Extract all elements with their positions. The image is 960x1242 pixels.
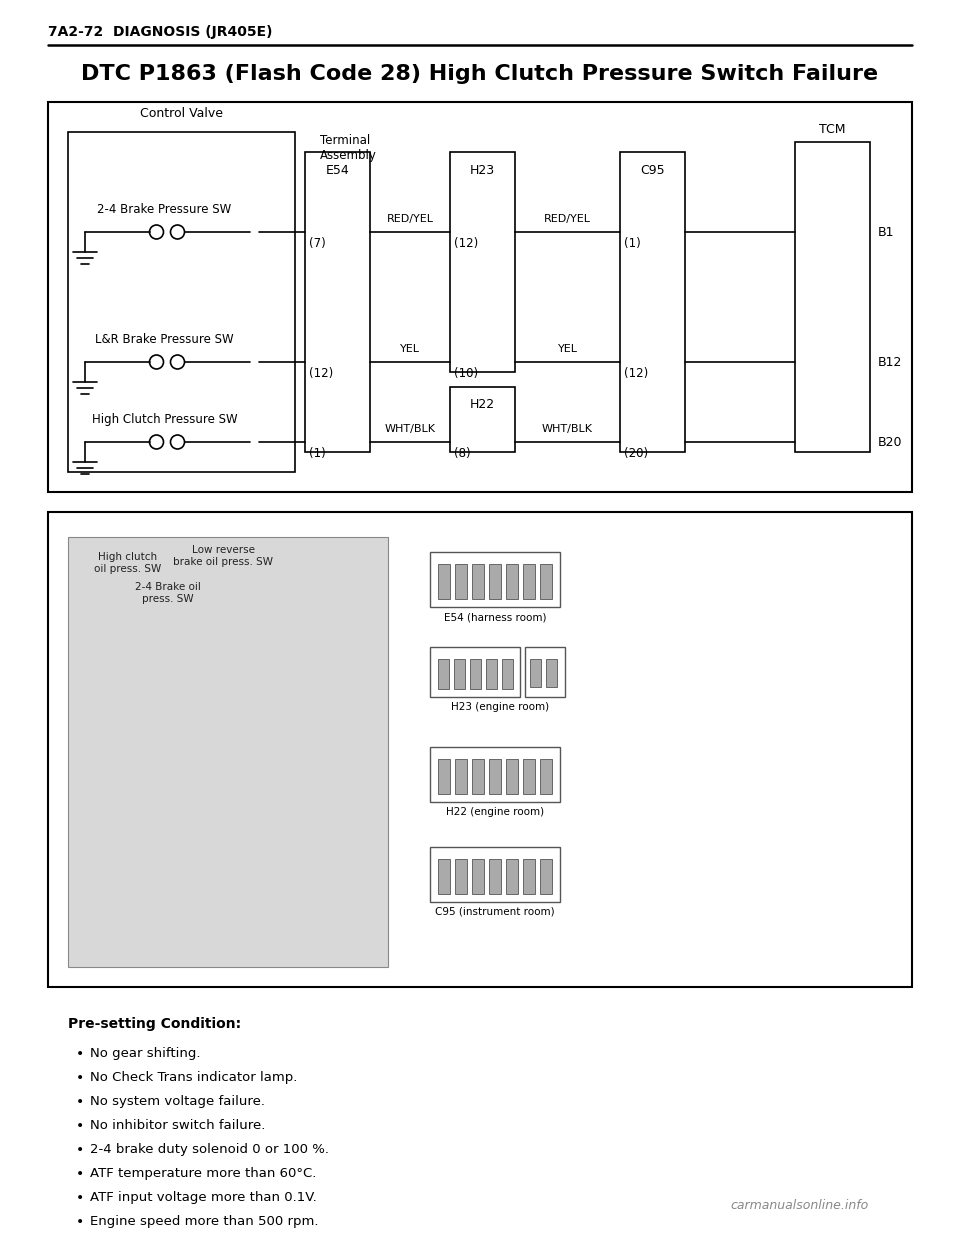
Bar <box>430 746 560 802</box>
Bar <box>48 512 912 987</box>
Bar <box>455 564 467 599</box>
Bar <box>530 660 541 687</box>
Text: High clutch
oil press. SW: High clutch oil press. SW <box>94 551 161 574</box>
Text: Control Valve: Control Valve <box>140 107 223 120</box>
Text: L&R Brake Pressure SW: L&R Brake Pressure SW <box>95 333 234 347</box>
Text: •: • <box>76 1215 84 1230</box>
Bar <box>455 859 467 894</box>
Bar <box>506 859 518 894</box>
Text: No system voltage failure.: No system voltage failure. <box>90 1095 265 1108</box>
Bar <box>506 564 518 599</box>
Bar <box>489 564 501 599</box>
Text: ATF input voltage more than 0.1V.: ATF input voltage more than 0.1V. <box>90 1191 317 1203</box>
Bar <box>472 759 484 794</box>
Text: YEL: YEL <box>400 344 420 354</box>
Bar <box>525 647 565 697</box>
Text: (1): (1) <box>624 237 640 251</box>
Text: 2-4 Brake oil
press. SW: 2-4 Brake oil press. SW <box>135 582 201 604</box>
Text: H23: H23 <box>470 164 495 176</box>
Text: Low reverse
brake oil press. SW: Low reverse brake oil press. SW <box>173 545 273 566</box>
Bar <box>523 564 535 599</box>
Bar <box>430 551 560 607</box>
Text: H22 (engine room): H22 (engine room) <box>446 807 544 817</box>
Text: No inhibitor switch failure.: No inhibitor switch failure. <box>90 1119 265 1131</box>
Bar <box>472 564 484 599</box>
Bar <box>540 564 552 599</box>
Text: •: • <box>76 1071 84 1086</box>
Text: Engine speed more than 500 rpm.: Engine speed more than 500 rpm. <box>90 1215 319 1228</box>
Text: (12): (12) <box>454 237 478 251</box>
Text: RED/YEL: RED/YEL <box>387 214 434 224</box>
Bar <box>454 660 465 689</box>
Text: carmanualsonline.info: carmanualsonline.info <box>730 1199 868 1212</box>
Text: WHT/BLK: WHT/BLK <box>542 424 593 433</box>
Text: 2-4 Brake Pressure SW: 2-4 Brake Pressure SW <box>97 202 231 216</box>
Text: YEL: YEL <box>558 344 578 354</box>
Text: •: • <box>76 1047 84 1061</box>
Text: (10): (10) <box>454 368 478 380</box>
Bar <box>523 859 535 894</box>
Bar <box>546 660 557 687</box>
Text: Terminal
Assembly: Terminal Assembly <box>320 134 377 161</box>
Text: (12): (12) <box>624 368 648 380</box>
Bar <box>68 132 295 472</box>
Text: (1): (1) <box>309 447 325 461</box>
Bar <box>620 152 685 452</box>
Bar <box>502 660 513 689</box>
Bar <box>68 537 388 968</box>
Text: •: • <box>76 1119 84 1133</box>
Text: (8): (8) <box>454 447 470 461</box>
Bar <box>795 142 870 452</box>
Text: B1: B1 <box>878 226 895 238</box>
Bar <box>489 859 501 894</box>
Bar <box>438 660 449 689</box>
Bar <box>470 660 481 689</box>
Bar <box>486 660 497 689</box>
Bar <box>430 647 520 697</box>
Text: E54 (harness room): E54 (harness room) <box>444 612 546 622</box>
Bar <box>506 759 518 794</box>
Text: •: • <box>76 1191 84 1205</box>
Bar <box>489 759 501 794</box>
Text: 2-4 brake duty solenoid 0 or 100 %.: 2-4 brake duty solenoid 0 or 100 %. <box>90 1143 329 1156</box>
Text: H22: H22 <box>470 399 495 411</box>
Bar <box>472 859 484 894</box>
Bar <box>438 759 450 794</box>
Text: DTC P1863 (Flash Code 28) High Clutch Pressure Switch Failure: DTC P1863 (Flash Code 28) High Clutch Pr… <box>82 65 878 84</box>
Text: C95 (instrument room): C95 (instrument room) <box>435 907 555 917</box>
Text: (12): (12) <box>309 368 333 380</box>
Bar <box>305 152 370 452</box>
Text: ATF temperature more than 60°C.: ATF temperature more than 60°C. <box>90 1167 317 1180</box>
Bar <box>523 759 535 794</box>
Text: (7): (7) <box>309 237 325 251</box>
Text: Pre-setting Condition:: Pre-setting Condition: <box>68 1017 241 1031</box>
Bar <box>450 388 515 452</box>
Bar <box>438 859 450 894</box>
Text: •: • <box>76 1143 84 1158</box>
Bar <box>455 759 467 794</box>
Bar <box>540 859 552 894</box>
Bar <box>438 564 450 599</box>
Bar <box>450 152 515 373</box>
Text: H23 (engine room): H23 (engine room) <box>451 702 549 712</box>
Text: (20): (20) <box>624 447 648 461</box>
Text: WHT/BLK: WHT/BLK <box>385 424 436 433</box>
Text: C95: C95 <box>640 164 665 176</box>
Text: No gear shifting.: No gear shifting. <box>90 1047 201 1059</box>
Text: No Check Trans indicator lamp.: No Check Trans indicator lamp. <box>90 1071 298 1084</box>
Text: E54: E54 <box>325 164 349 176</box>
Text: B12: B12 <box>878 355 902 369</box>
Text: 7A2-72  DIAGNOSIS (JR405E): 7A2-72 DIAGNOSIS (JR405E) <box>48 25 273 39</box>
Text: •: • <box>76 1167 84 1181</box>
Bar <box>430 847 560 902</box>
Bar <box>540 759 552 794</box>
Text: TCM: TCM <box>819 123 846 137</box>
Text: High Clutch Pressure SW: High Clutch Pressure SW <box>92 414 237 426</box>
Bar <box>48 102 912 492</box>
Text: B20: B20 <box>878 436 902 448</box>
Text: RED/YEL: RED/YEL <box>544 214 591 224</box>
Text: •: • <box>76 1095 84 1109</box>
